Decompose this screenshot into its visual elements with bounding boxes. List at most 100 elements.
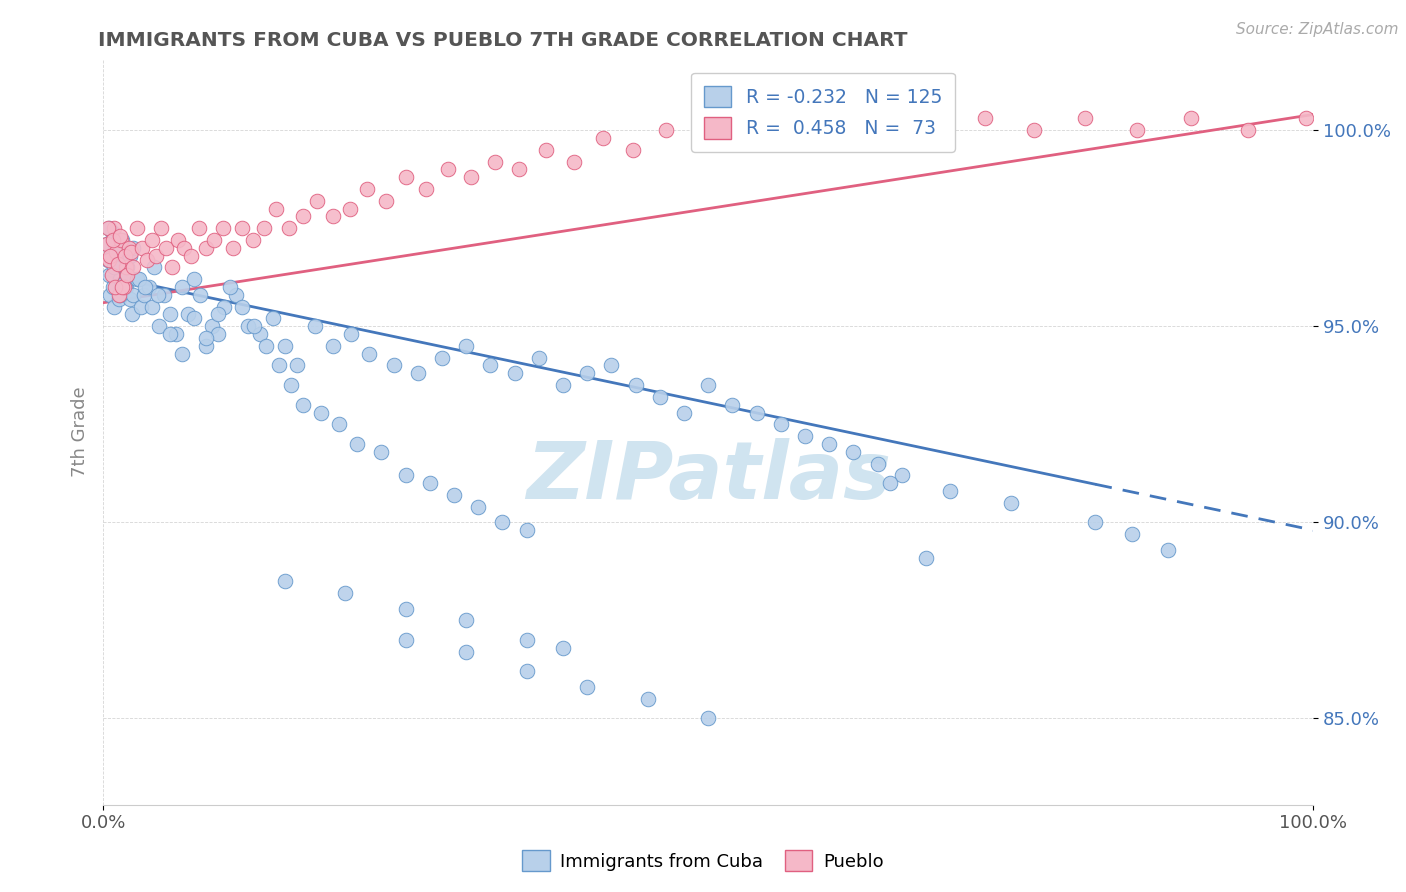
Point — [117, 268, 139, 283]
Point — [96, 236, 118, 251]
Point — [243, 319, 266, 334]
Point — [479, 359, 502, 373]
Point — [1073, 112, 1095, 126]
Point — [111, 280, 134, 294]
Point — [264, 202, 287, 216]
Point — [621, 143, 644, 157]
Point — [456, 613, 478, 627]
Point — [382, 359, 405, 373]
Point — [672, 405, 695, 419]
Point — [915, 550, 938, 565]
Point — [1125, 123, 1147, 137]
Point — [769, 417, 792, 432]
Point — [100, 249, 122, 263]
Point — [129, 300, 152, 314]
Point — [117, 241, 139, 255]
Point — [108, 288, 131, 302]
Point — [221, 241, 243, 255]
Point — [340, 327, 363, 342]
Point — [551, 378, 574, 392]
Point — [150, 221, 173, 235]
Point — [204, 233, 226, 247]
Point — [110, 233, 132, 247]
Point — [98, 221, 121, 235]
Point — [333, 586, 356, 600]
Point — [207, 327, 229, 342]
Point — [167, 233, 190, 247]
Point — [177, 308, 200, 322]
Point — [273, 574, 295, 589]
Point — [879, 476, 901, 491]
Point — [97, 221, 120, 235]
Point — [443, 488, 465, 502]
Point — [460, 170, 482, 185]
Point — [122, 288, 145, 302]
Point — [842, 444, 865, 458]
Point — [395, 468, 418, 483]
Point — [818, 437, 841, 451]
Point — [697, 711, 720, 725]
Point — [534, 143, 557, 157]
Point — [183, 311, 205, 326]
Point — [800, 112, 823, 126]
Point — [212, 221, 235, 235]
Point — [1000, 496, 1022, 510]
Point — [125, 221, 148, 235]
Point — [107, 241, 129, 255]
Point — [1157, 542, 1180, 557]
Point — [576, 680, 599, 694]
Point — [112, 280, 135, 294]
Point — [170, 347, 193, 361]
Point — [503, 367, 526, 381]
Point — [491, 516, 513, 530]
Point — [419, 476, 441, 491]
Point — [131, 241, 153, 255]
Point — [120, 244, 142, 259]
Point — [280, 378, 302, 392]
Point — [159, 308, 181, 322]
Point — [406, 367, 429, 381]
Point — [456, 339, 478, 353]
Point — [108, 272, 131, 286]
Point — [107, 233, 129, 247]
Point — [307, 194, 329, 208]
Point — [111, 236, 134, 251]
Point — [508, 162, 530, 177]
Point — [170, 280, 193, 294]
Point — [1295, 112, 1317, 126]
Point — [114, 280, 136, 294]
Point — [637, 691, 659, 706]
Point — [285, 359, 308, 373]
Y-axis label: 7th Grade: 7th Grade — [72, 387, 89, 477]
Point — [484, 154, 506, 169]
Point — [231, 221, 253, 235]
Point — [516, 523, 538, 537]
Point — [138, 280, 160, 294]
Point — [253, 221, 276, 235]
Point — [111, 233, 134, 247]
Point — [437, 162, 460, 177]
Point — [135, 252, 157, 267]
Point — [761, 131, 783, 145]
Point — [121, 308, 143, 322]
Point — [207, 308, 229, 322]
Point — [238, 319, 260, 334]
Point — [115, 260, 138, 275]
Point — [1237, 123, 1260, 137]
Point — [724, 115, 747, 129]
Point — [562, 154, 585, 169]
Point — [1180, 112, 1202, 126]
Point — [108, 288, 131, 302]
Point — [430, 351, 453, 365]
Point — [697, 378, 720, 392]
Point — [103, 221, 125, 235]
Legend: R = -0.232   N = 125, R =  0.458   N =  73: R = -0.232 N = 125, R = 0.458 N = 73 — [692, 73, 955, 152]
Point — [105, 244, 128, 259]
Point — [322, 210, 344, 224]
Point — [866, 457, 889, 471]
Point — [551, 640, 574, 655]
Point — [648, 390, 671, 404]
Point — [152, 288, 174, 302]
Point — [592, 131, 614, 145]
Point — [794, 429, 817, 443]
